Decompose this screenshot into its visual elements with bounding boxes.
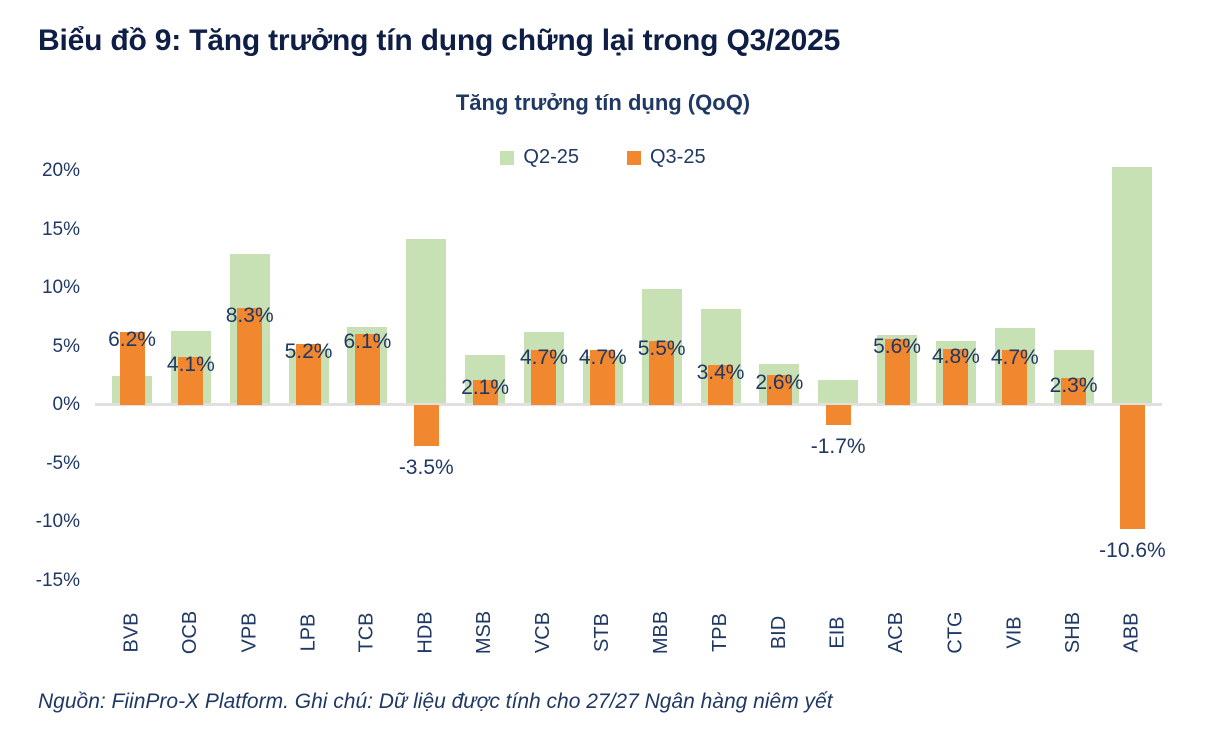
x-label-BID: BID — [766, 598, 792, 666]
data-label-TPB: 3.4% — [696, 361, 745, 385]
bar-q3-EIB — [825, 405, 851, 425]
x-label-ACB: ACB — [884, 598, 910, 666]
x-label-text-MSB: MSB — [473, 610, 496, 654]
y-tick--10: -10% — [35, 511, 80, 532]
x-label-text-BID: BID — [767, 615, 790, 649]
data-label-VCB: 4.7% — [520, 346, 568, 369]
bar-q3-TCB — [354, 333, 380, 405]
bar-q3-BVB — [119, 332, 145, 405]
x-label-text-SHB: SHB — [1062, 611, 1085, 653]
bar-q3-STB — [590, 350, 616, 405]
x-label-text-TPB: TPB — [709, 612, 731, 652]
y-tick-10: 10% — [41, 277, 80, 298]
x-label-text-VPB: VPB — [238, 611, 261, 653]
data-label-TCB: 6.1% — [343, 329, 392, 353]
legend-label-q3: Q3-25 — [650, 146, 706, 168]
data-label-BVB: 6.2% — [108, 328, 156, 352]
bar-q3-HDB — [413, 405, 439, 446]
data-label-MBB: 5.5% — [637, 336, 686, 360]
legend-swatch-q3-icon — [627, 150, 641, 165]
y-tick-5: 5% — [52, 335, 80, 357]
bar-q3-TPB — [708, 365, 733, 405]
x-label-MSB: MSB — [472, 598, 498, 666]
x-label-HDB: HDB — [413, 598, 439, 666]
x-label-STB: STB — [590, 598, 616, 666]
bar-q3-SHB — [1061, 378, 1087, 405]
legend-item-q2: Q2-25 — [500, 146, 579, 169]
x-label-text-EIB: EIB — [826, 615, 849, 649]
x-label-TCB: TCB — [354, 598, 380, 666]
x-label-text-OCB: OCB — [179, 610, 202, 654]
bar-q3-LPB — [296, 344, 322, 405]
bar-q2-EIB — [818, 380, 859, 405]
data-label-OCB: 4.1% — [166, 353, 215, 377]
x-label-text-ACB: ACB — [885, 611, 908, 653]
data-label-CTG: 4.8% — [931, 344, 980, 368]
x-label-text-VCB: VCB — [532, 611, 555, 653]
x-label-text-STB: STB — [591, 612, 614, 652]
y-tick-15: 15% — [41, 218, 80, 240]
x-label-EIB: EIB — [825, 598, 851, 666]
x-label-BVB: BVB — [119, 598, 145, 666]
chart-title: Tăng trưởng tín dụng (QoQ) — [455, 90, 751, 115]
x-label-text-VIB: VIB — [1003, 615, 1026, 649]
y-tick--5: -5% — [46, 452, 80, 474]
x-label-MBB: MBB — [649, 598, 675, 666]
x-label-text-TCB: TCB — [355, 612, 378, 652]
bar-q3-MSB — [472, 380, 498, 405]
x-label-TPB: TPB — [708, 598, 734, 666]
x-label-text-MBB: MBB — [650, 610, 673, 654]
bar-q3-ABB — [1119, 405, 1145, 530]
x-label-VPB: VPB — [237, 598, 263, 666]
x-label-ABB: ABB — [1119, 598, 1145, 666]
data-label-ABB: -10.6% — [1099, 539, 1166, 563]
x-label-OCB: OCB — [178, 598, 204, 666]
bar-q3-MBB — [649, 340, 675, 405]
x-label-text-CTG: CTG — [944, 610, 967, 654]
data-label-MSB: 2.1% — [461, 376, 510, 400]
source-note: Nguồn: FiinPro-X Platform. Ghi chú: Dữ l… — [38, 690, 833, 713]
legend-swatch-q2-icon — [500, 150, 515, 165]
x-label-VIB: VIB — [1002, 598, 1028, 666]
data-label-STB: 4.7% — [578, 346, 627, 369]
bar-q3-VPB — [237, 307, 263, 405]
bar-q3-BID — [766, 374, 792, 405]
bar-q3-OCB — [178, 357, 204, 405]
chart-legend: Q2-25 Q3-25 — [0, 146, 1206, 169]
x-label-text-LPB: LPB — [297, 613, 320, 651]
x-axis-zero-line — [95, 403, 1162, 406]
bar-q2-HDB — [406, 238, 447, 405]
data-label-BID: 2.6% — [755, 370, 804, 394]
data-label-VIB: 4.7% — [990, 346, 1039, 369]
data-label-ACB: 5.6% — [873, 335, 921, 359]
data-label-EIB: -1.7% — [810, 434, 866, 458]
y-tick-20: 20% — [41, 160, 80, 181]
bar-q3-CTG — [943, 348, 969, 405]
x-label-text-BVB: BVB — [120, 611, 143, 653]
x-label-VCB: VCB — [531, 598, 557, 666]
x-label-SHB: SHB — [1061, 598, 1087, 666]
legend-item-q3: Q3-25 — [627, 146, 706, 169]
y-tick--15: -15% — [35, 569, 80, 591]
y-tick-0: 0% — [52, 394, 80, 415]
bar-q3-VCB — [531, 350, 557, 405]
data-label-HDB: -3.5% — [398, 455, 454, 479]
bar-q3-ACB — [884, 339, 910, 405]
x-label-CTG: CTG — [943, 598, 969, 666]
data-label-LPB: 5.2% — [284, 340, 333, 364]
x-label-text-ABB: ABB — [1120, 611, 1143, 653]
legend-label-q2: Q2-25 — [523, 146, 579, 168]
x-label-text-HDB: HDB — [414, 610, 437, 654]
data-label-SHB: 2.3% — [1049, 374, 1098, 398]
bar-q2-ABB — [1112, 167, 1153, 405]
data-label-VPB: 8.3% — [225, 303, 274, 327]
page-title: Biểu đồ 9: Tăng trưởng tín dụng chững lạ… — [38, 24, 841, 57]
bar-q3-VIB — [1002, 350, 1028, 405]
x-label-LPB: LPB — [296, 598, 322, 666]
